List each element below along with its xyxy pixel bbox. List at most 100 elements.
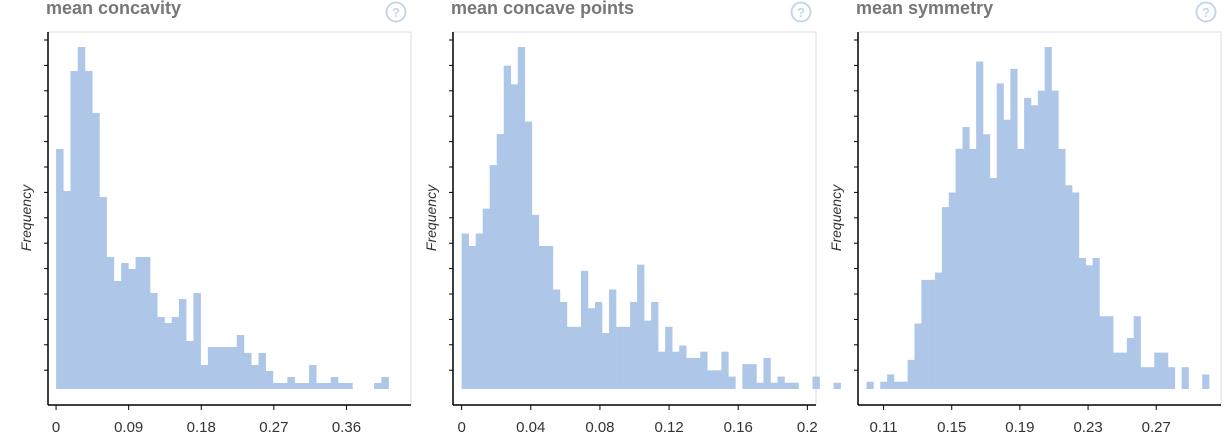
histogram-bar: [777, 376, 785, 389]
x-tick-label: 0.27: [259, 419, 288, 436]
histogram-bar: [742, 364, 750, 389]
histogram-bar: [928, 279, 936, 389]
histogram-bar: [921, 279, 929, 389]
histogram-bar: [948, 192, 956, 389]
x-tick-label: 0.27: [1142, 419, 1171, 436]
x-tick-label: 0.15: [937, 419, 966, 436]
histogram-bar: [1078, 258, 1087, 389]
histogram-bar: [1051, 90, 1059, 389]
histogram-bar: [157, 317, 165, 389]
histogram-bar: [150, 293, 158, 389]
histogram-bar: [309, 365, 317, 389]
histogram-bar: [193, 293, 201, 389]
histogram-bar: [665, 326, 673, 389]
histogram-bar: [345, 383, 353, 389]
histogram-bar: [475, 233, 483, 389]
histogram-bar: [763, 357, 771, 389]
y-axis-label: Frequency: [18, 184, 34, 251]
histogram-bar: [113, 281, 122, 389]
histogram-bar: [70, 71, 79, 389]
histogram-bar: [164, 323, 173, 389]
x-tick-label: 0.2: [797, 419, 818, 436]
histogram-bar: [1030, 105, 1039, 389]
histogram-bar: [651, 301, 659, 389]
histogram-bar: [587, 308, 596, 389]
x-tick-label: 0: [457, 419, 465, 436]
histogram-bar: [135, 257, 144, 389]
histogram-panel-mean-symmetry: mean symmetry: [856, 0, 1230, 441]
histogram-bar: [517, 47, 526, 389]
histogram-bar: [56, 149, 64, 389]
plot-frame: [858, 31, 1222, 405]
histogram-bar: [1017, 148, 1025, 389]
histogram-bar: [1072, 192, 1080, 389]
histogram-bar: [251, 365, 259, 389]
histogram-bar: [287, 377, 295, 389]
histogram-bar: [243, 353, 252, 389]
histogram-bar: [672, 351, 680, 389]
histogram-bar: [171, 317, 180, 389]
histogram-bar: [552, 289, 561, 389]
histogram-bar: [1120, 352, 1128, 389]
histogram-bar: [907, 359, 915, 389]
histogram-bar: [330, 377, 339, 389]
x-tick-label: 0: [52, 419, 60, 436]
histogram-bar: [1113, 352, 1121, 389]
histogram-bar: [784, 382, 792, 389]
histogram-bar: [229, 347, 238, 389]
x-tick-label: 0.36: [332, 419, 361, 436]
histogram-bar: [374, 383, 382, 389]
histogram-bar: [900, 381, 908, 389]
histogram-bar: [982, 134, 991, 389]
histogram-bar: [1037, 90, 1045, 389]
question-circle-icon[interactable]: [1195, 1, 1217, 23]
histogram-bar: [791, 382, 799, 389]
histogram-bar: [602, 333, 610, 389]
histogram-bar: [524, 121, 533, 390]
histogram-bar: [728, 376, 736, 389]
histogram-bar: [1058, 148, 1066, 389]
y-axis-label: Frequency: [423, 184, 439, 251]
histogram-bar: [1092, 258, 1100, 389]
question-circle-icon[interactable]: [385, 1, 407, 23]
histogram-bar: [955, 148, 963, 389]
histogram-bar: [207, 347, 216, 389]
question-mark-glyph: ?: [1202, 5, 1210, 20]
x-tick-label: 0.04: [516, 419, 545, 436]
histogram-bar: [989, 177, 997, 389]
histogram-bar: [77, 47, 86, 389]
histogram-bar: [630, 301, 638, 389]
histogram-bar: [559, 301, 568, 389]
histogram-bar: [707, 370, 715, 389]
histogram-bar: [1010, 68, 1018, 390]
x-tick-label: 0.23: [1073, 419, 1102, 436]
histogram-bar: [1106, 316, 1114, 389]
question-mark-glyph: ?: [392, 5, 400, 20]
histogram-bar: [128, 269, 136, 389]
histogram-bar: [178, 299, 187, 389]
histogram-bar: [700, 351, 708, 389]
histogram-bar: [1140, 367, 1148, 389]
histogram-bar: [616, 326, 624, 389]
histogram-bar: [693, 357, 701, 389]
histogram-bar: [594, 301, 603, 389]
question-circle-icon[interactable]: [790, 1, 812, 23]
chart-title: mean symmetry: [856, 0, 994, 18]
histogram-bar: [893, 381, 902, 389]
histogram-bar: [301, 383, 310, 389]
histogram-bar: [1099, 316, 1107, 389]
histogram-bar: [623, 326, 631, 389]
histogram-bar: [381, 377, 389, 389]
histogram-bar: [935, 272, 943, 389]
histogram-bar: [1003, 119, 1011, 389]
histogram-bar: [482, 208, 491, 389]
histogram-bar: [941, 207, 950, 389]
histogram-bar: [236, 335, 245, 389]
histogram-bar: [637, 264, 645, 389]
x-tick-label: 0.09: [114, 419, 143, 436]
histogram-bar: [200, 365, 209, 389]
histogram-bar: [1202, 374, 1210, 389]
histogram-bar: [1024, 97, 1032, 390]
histogram-bar: [1161, 352, 1169, 389]
histogram-bar: [1133, 316, 1141, 389]
